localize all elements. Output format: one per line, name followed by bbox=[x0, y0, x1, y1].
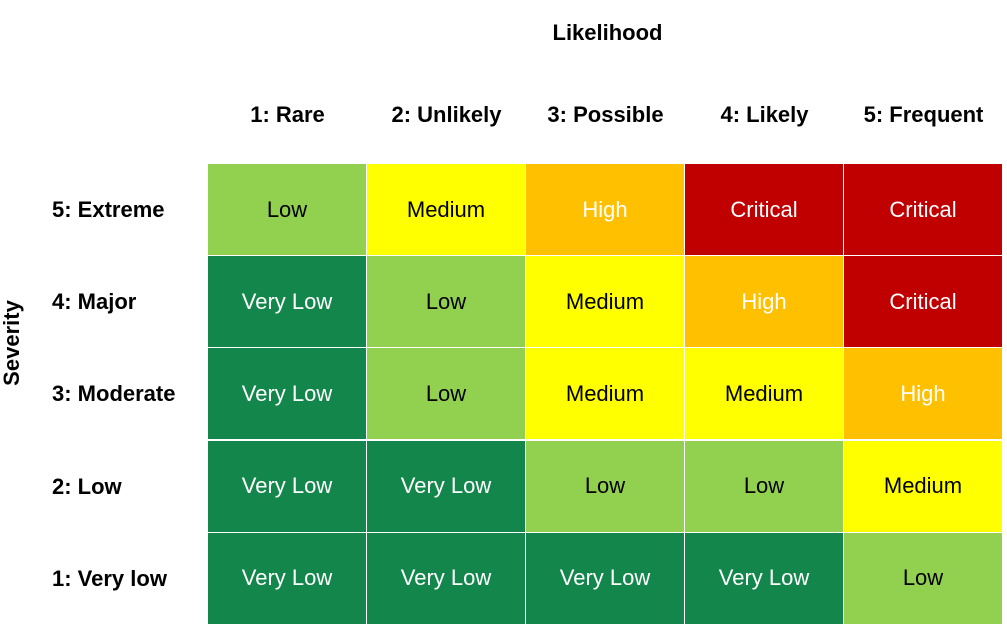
risk-cell: Very Low bbox=[208, 532, 366, 624]
risk-cell: Low bbox=[526, 440, 684, 532]
risk-cell: Low bbox=[685, 440, 843, 532]
x-axis-title: Likelihood bbox=[552, 20, 663, 45]
risk-cell: Very Low bbox=[208, 256, 366, 348]
risk-cell: Medium bbox=[685, 348, 843, 440]
row-header: 5: Extreme bbox=[52, 197, 165, 222]
column-header: 5: Frequent bbox=[863, 102, 984, 127]
risk-cell: Low bbox=[208, 164, 366, 255]
risk-cell: High bbox=[844, 348, 1002, 440]
risk-cell: Very Low bbox=[685, 532, 843, 624]
row-header: 2: Low bbox=[52, 473, 122, 499]
risk-cell: Very Low bbox=[208, 348, 366, 440]
risk-cell: Low bbox=[367, 256, 525, 348]
risk-cell: Low bbox=[367, 348, 525, 440]
risk-cell: Very Low bbox=[208, 440, 366, 532]
risk-cell: Medium bbox=[526, 348, 684, 440]
column-header: 1: Rare bbox=[250, 102, 325, 127]
risk-cell: Critical bbox=[844, 256, 1002, 348]
risk-cell: High bbox=[526, 164, 684, 255]
risk-cell: Critical bbox=[685, 164, 843, 255]
risk-cell: Medium bbox=[367, 164, 525, 255]
risk-cell: Very Low bbox=[526, 532, 684, 624]
y-axis-title: Severity bbox=[0, 300, 24, 386]
row-header: 1: Very low bbox=[52, 565, 167, 591]
risk-cell: Critical bbox=[844, 164, 1002, 255]
row-header: 3: Moderate bbox=[52, 381, 176, 407]
risk-cell: Very Low bbox=[367, 440, 525, 532]
risk-cell: High bbox=[685, 256, 843, 348]
risk-cell: Medium bbox=[526, 256, 684, 348]
column-header: 3: Possible bbox=[547, 102, 664, 127]
risk-cell: Low bbox=[844, 532, 1002, 624]
row-header: 4: Major bbox=[52, 289, 137, 315]
column-header: 4: Likely bbox=[720, 102, 809, 127]
risk-cell: Very Low bbox=[367, 532, 525, 624]
risk-cell: Medium bbox=[844, 440, 1002, 532]
column-header: 2: Unlikely bbox=[391, 102, 502, 127]
